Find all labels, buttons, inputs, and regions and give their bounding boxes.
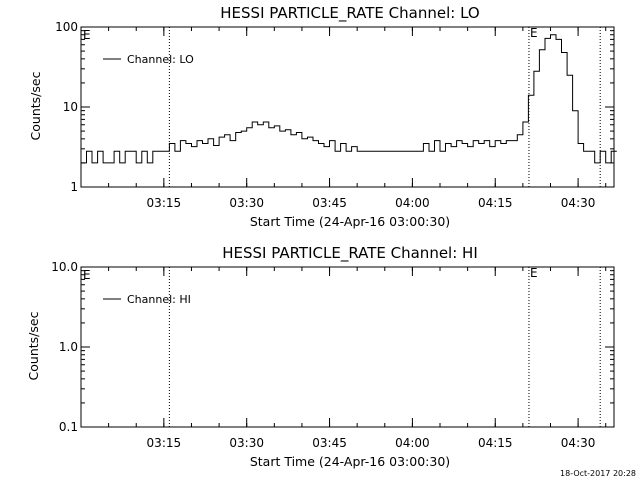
x-tick-label: 04:00	[395, 196, 430, 210]
generation-timestamp: 18-Oct-2017 20:28	[560, 469, 636, 478]
x-tick-label: 03:30	[229, 196, 264, 210]
x-tick-label: 04:30	[561, 436, 596, 450]
series-line	[81, 34, 617, 164]
plot-frame	[80, 266, 615, 428]
x-tick-label: 03:15	[147, 196, 182, 210]
y-tick-label: 100	[55, 20, 78, 34]
x-tick-label: 03:15	[147, 436, 182, 450]
y-axis-label: Counts/sec	[26, 311, 41, 380]
chart-title: HESSI PARTICLE_RATE Channel: HI	[222, 244, 478, 263]
chart-title: HESSI PARTICLE_RATE Channel: LO	[220, 4, 479, 23]
x-axis-label: Start Time (24-Apr-16 03:00:30)	[250, 214, 450, 229]
corner-marker: E	[83, 28, 91, 42]
x-tick-label: 04:30	[561, 196, 596, 210]
y-axis-label: Counts/sec	[28, 71, 43, 140]
event-marker-label: E	[530, 26, 538, 40]
hi-channel-panel: HESSI PARTICLE_RATE Channel: HI Counts/s…	[26, 244, 615, 469]
x-tick-label: 04:00	[395, 436, 430, 450]
x-tick-label: 03:30	[229, 436, 264, 450]
legend-label: Channel: HI	[127, 293, 191, 306]
x-tick-label: 03:45	[312, 436, 347, 450]
y-tick-label: 1.0	[59, 340, 78, 354]
corner-marker: E	[83, 268, 91, 282]
x-tick-label: 03:45	[312, 196, 347, 210]
x-tick-label: 04:15	[478, 196, 513, 210]
y-tick-label: 10.0	[51, 260, 78, 274]
legend-label: Channel: LO	[127, 53, 194, 66]
x-axis-label: Start Time (24-Apr-16 03:00:30)	[250, 454, 450, 469]
plot-frame	[80, 26, 615, 188]
y-tick-label: 0.1	[59, 420, 78, 434]
y-tick-label: 1	[70, 180, 78, 194]
x-tick-label: 04:15	[478, 436, 513, 450]
event-marker-label: E	[530, 266, 538, 280]
lo-channel-panel: HESSI PARTICLE_RATE Channel: LO Counts/s…	[28, 4, 617, 229]
y-tick-label: 10	[63, 100, 78, 114]
